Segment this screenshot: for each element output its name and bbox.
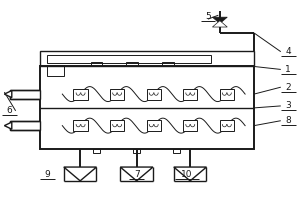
Bar: [110, 89, 124, 100]
Bar: [40, 66, 254, 149]
Bar: [110, 120, 124, 131]
Bar: [173, 149, 181, 153]
Bar: [183, 120, 197, 131]
Polygon shape: [212, 17, 227, 24]
Text: 4: 4: [285, 47, 291, 56]
Polygon shape: [4, 91, 12, 98]
Text: 7: 7: [134, 170, 140, 179]
Polygon shape: [174, 167, 206, 181]
Polygon shape: [120, 167, 153, 181]
Polygon shape: [4, 122, 12, 129]
Text: 5: 5: [205, 12, 211, 21]
Bar: [147, 120, 161, 131]
Bar: [220, 89, 234, 100]
Bar: [10, 90, 40, 99]
Polygon shape: [212, 21, 227, 27]
Polygon shape: [64, 167, 97, 181]
Bar: [93, 149, 100, 153]
Bar: [220, 120, 234, 131]
Bar: [40, 51, 254, 66]
Bar: [162, 62, 174, 66]
Bar: [133, 149, 140, 153]
Text: 9: 9: [45, 170, 50, 179]
Bar: [126, 62, 138, 66]
Bar: [74, 120, 88, 131]
Bar: [10, 121, 40, 130]
Bar: [47, 64, 64, 76]
Bar: [47, 55, 211, 63]
Bar: [147, 89, 161, 100]
Bar: [91, 62, 102, 66]
Bar: [183, 89, 197, 100]
Text: 8: 8: [285, 116, 291, 125]
Text: 3: 3: [285, 101, 291, 110]
Text: 1: 1: [285, 65, 291, 74]
Text: 6: 6: [7, 106, 13, 115]
Text: 10: 10: [182, 170, 193, 179]
Bar: [74, 89, 88, 100]
Text: 2: 2: [285, 83, 291, 92]
